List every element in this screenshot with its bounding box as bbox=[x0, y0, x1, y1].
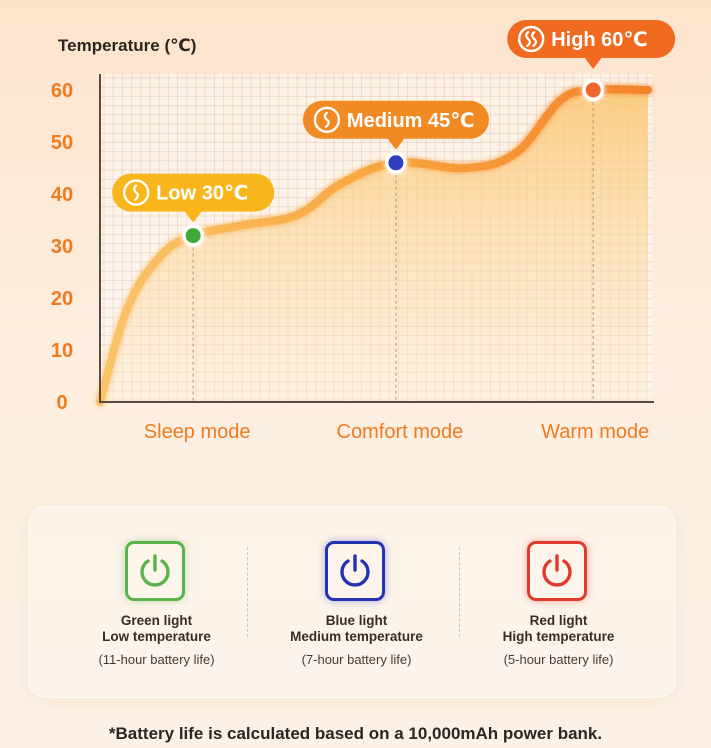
temperature-curve bbox=[96, 85, 652, 406]
badge-label: Medium 45℃ bbox=[347, 110, 475, 132]
x-category-labels: Sleep mode Comfort mode Warm mode bbox=[144, 421, 650, 443]
y-tick-label: 40 bbox=[51, 184, 73, 206]
mode-low: Green light Low temperature (11-hour bat… bbox=[49, 507, 264, 697]
mode-light-label: Green light bbox=[120, 613, 193, 628]
data-point bbox=[388, 155, 404, 171]
divider bbox=[247, 547, 248, 637]
temperature-badge: Medium 45℃ bbox=[302, 100, 489, 150]
power-icon bbox=[527, 541, 587, 601]
heat-waves-icon bbox=[122, 179, 150, 206]
mode-temperature-label: High temperature bbox=[502, 629, 615, 644]
heat-waves-icon bbox=[518, 25, 545, 53]
data-points bbox=[182, 79, 605, 247]
mode-battery-life: (11-hour battery life) bbox=[98, 652, 215, 667]
mode-light-label: Blue light bbox=[325, 613, 388, 628]
badge-pointer bbox=[184, 210, 203, 223]
divider bbox=[459, 547, 460, 637]
badge-background bbox=[507, 20, 676, 58]
y-tick-label: 20 bbox=[51, 288, 73, 310]
y-tick-label: 0 bbox=[56, 392, 67, 414]
temperature-badges: Low 30℃ Medium 45℃ High 60℃ bbox=[112, 20, 676, 223]
y-tick-label: 60 bbox=[51, 80, 73, 102]
y-tick-labels: 0 10 20 30 40 50 60 bbox=[51, 80, 73, 414]
power-icon bbox=[125, 541, 185, 601]
footnote: *Battery life is calculated based on a 1… bbox=[108, 724, 603, 743]
mode-temperature-label: Low temperature bbox=[102, 629, 211, 644]
badge-background bbox=[112, 173, 275, 212]
area-fill bbox=[100, 89, 648, 402]
mode-battery-life: (5-hour battery life) bbox=[503, 652, 614, 667]
power-icon bbox=[325, 541, 385, 601]
x-category-label: Sleep mode bbox=[144, 421, 251, 443]
mode-high: Red light High temperature (5-hour batte… bbox=[451, 507, 666, 697]
temperature-chart: Temperature (℃) 0 10 20 30 40 50 60 Sleep mode… bbox=[51, 20, 676, 443]
x-category-label: Comfort mode bbox=[337, 421, 464, 443]
badge-pointer bbox=[584, 57, 603, 69]
y-axis-label: Temperature (℃) bbox=[58, 36, 196, 55]
x-category-label: Warm mode bbox=[541, 421, 649, 443]
badge-background bbox=[302, 100, 489, 139]
guide-lines bbox=[192, 90, 594, 402]
mode-medium: Blue light Medium temperature (7-hour ba… bbox=[249, 507, 464, 697]
heat-waves-icon bbox=[313, 106, 341, 134]
y-tick-label: 10 bbox=[51, 340, 73, 362]
indicator-panel: Green light Low temperature (11-hour bat… bbox=[28, 506, 676, 698]
temperature-badge: Low 30℃ bbox=[112, 173, 275, 223]
y-tick-label: 50 bbox=[51, 132, 73, 154]
mode-battery-life: (7-hour battery life) bbox=[301, 652, 412, 667]
mode-light-label: Red light bbox=[529, 613, 588, 628]
badge-label: High 60℃ bbox=[551, 29, 647, 51]
data-point bbox=[585, 82, 601, 98]
y-tick-label: 30 bbox=[51, 236, 73, 258]
badge-pointer bbox=[386, 137, 405, 150]
data-point bbox=[185, 228, 201, 244]
badge-label: Low 30℃ bbox=[156, 183, 248, 205]
mode-temperature-label: Medium temperature bbox=[290, 629, 423, 644]
temperature-badge: High 60℃ bbox=[507, 20, 676, 69]
